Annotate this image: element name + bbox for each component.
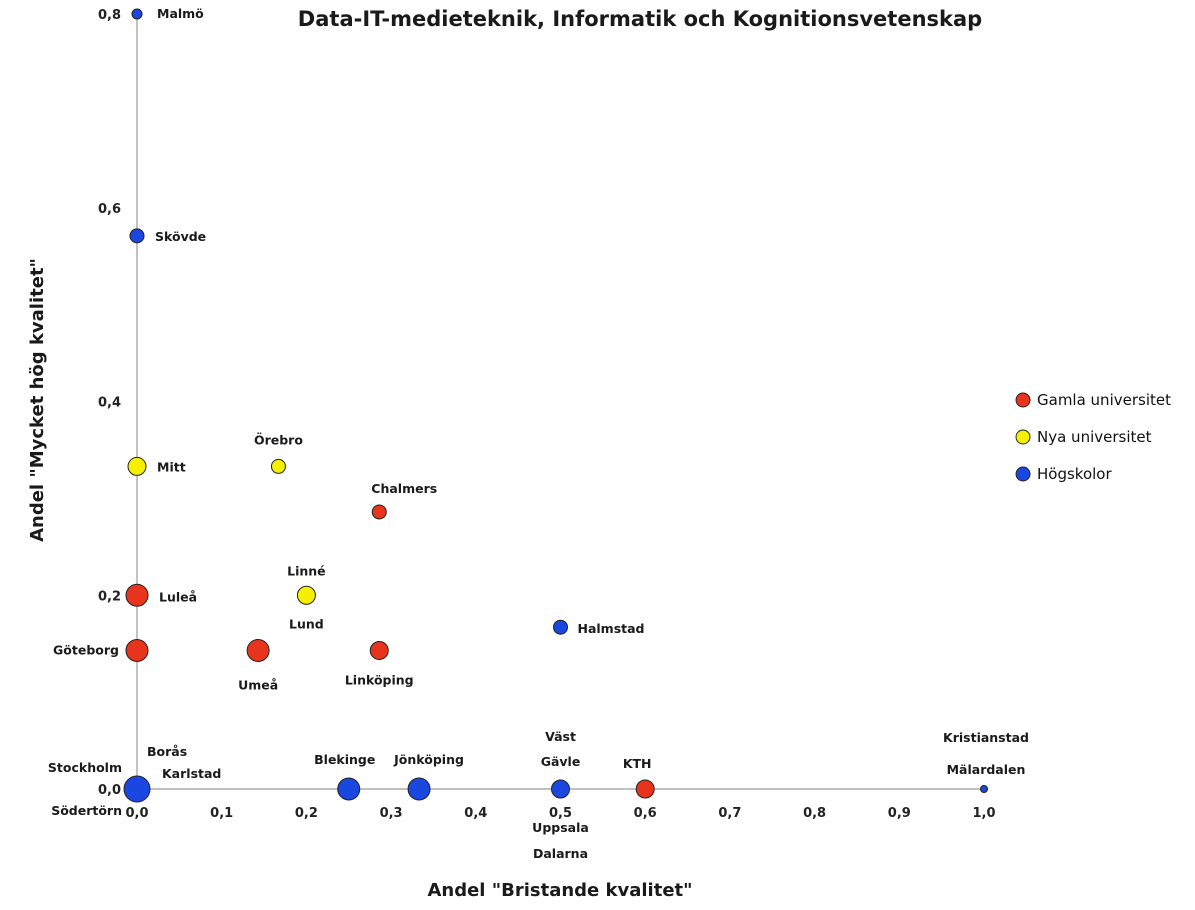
point-label: Lund	[289, 616, 324, 631]
point-label: Blekinge	[314, 752, 375, 767]
point-label: Mitt	[157, 459, 186, 474]
point-label: Linköping	[345, 672, 414, 687]
x-tick-label: 1,0	[972, 806, 995, 821]
point-label: Jönköping	[393, 752, 464, 767]
data-point	[370, 641, 388, 659]
point-label: Karlstad	[162, 766, 221, 781]
point-label: Luleå	[159, 589, 197, 604]
legend-marker	[1016, 430, 1030, 444]
x-tick-label: 0,8	[803, 806, 826, 821]
point-label: Gävle	[541, 754, 581, 769]
data-point	[271, 459, 285, 473]
x-axis-title: Andel "Bristande kvalitet"	[427, 880, 692, 901]
legend-label: Gamla universitet	[1037, 391, 1171, 409]
x-tick-label: 0,2	[295, 806, 318, 821]
point-label: Halmstad	[578, 621, 645, 636]
data-point	[247, 639, 269, 661]
point-label: Kristianstad	[943, 730, 1029, 745]
point-label: Södertörn	[51, 803, 122, 818]
data-point	[408, 778, 430, 800]
data-point	[552, 780, 570, 798]
point-label: Malmö	[157, 6, 204, 21]
x-tick-label: 0,1	[210, 806, 233, 821]
legend-label: Nya universitet	[1037, 428, 1152, 446]
y-tick-label: 0,8	[98, 8, 121, 23]
y-axis-ticks: 0,0 0,2 0,4 0,6 0,8	[98, 8, 121, 798]
data-point	[636, 780, 654, 798]
x-tick-label: 0,0	[125, 806, 148, 821]
point-labels: Malmö Skövde Mitt Örebro Chalmers Luleå Linné L…	[48, 6, 1029, 861]
x-tick-label: 0,6	[634, 806, 657, 821]
point-label: Chalmers	[371, 481, 437, 496]
data-point	[130, 229, 144, 243]
data-point	[124, 776, 150, 802]
point-label: Umeå	[238, 677, 278, 692]
data-point	[132, 9, 142, 19]
y-tick-label: 0,0	[98, 783, 121, 798]
data-point	[338, 778, 360, 800]
data-point	[981, 786, 988, 793]
point-label: Borås	[147, 744, 187, 759]
point-label: Väst	[545, 729, 576, 744]
chart-title: Data-IT-medieteknik, Informatik och Kogn…	[298, 7, 982, 31]
y-tick-label: 0,2	[98, 589, 121, 604]
point-label: Göteborg	[53, 642, 119, 657]
point-label: Mälardalen	[947, 762, 1026, 777]
data-point	[297, 586, 315, 604]
legend-marker	[1016, 467, 1030, 481]
data-point	[372, 505, 386, 519]
x-tick-label: 0,9	[888, 806, 911, 821]
y-axis-title: Andel "Mycket hög kvalitet"	[27, 258, 48, 542]
point-label: Stockholm	[48, 760, 122, 775]
y-tick-label: 0,4	[98, 396, 121, 411]
point-label: Dalarna	[533, 846, 588, 861]
x-axis-ticks: 0,0 0,1 0,2 0,3 0,4 0,5 0,6 0,7 0,8 0,9 1,0	[125, 806, 995, 821]
data-point	[128, 457, 146, 475]
legend-marker	[1016, 393, 1030, 407]
data-point	[554, 620, 568, 634]
legend: Gamla universitet Nya universitet Högskolo…	[1016, 391, 1171, 483]
y-tick-label: 0,6	[98, 202, 121, 217]
point-label: Skövde	[155, 229, 206, 244]
x-tick-label: 0,3	[380, 806, 403, 821]
data-point	[126, 584, 148, 606]
data-point	[126, 639, 148, 661]
point-label: Linné	[287, 563, 326, 578]
x-tick-label: 0,4	[464, 806, 487, 821]
legend-label: Högskolor	[1037, 465, 1112, 483]
point-label: Örebro	[254, 432, 303, 447]
point-label: Uppsala	[532, 820, 589, 835]
x-tick-label: 0,7	[718, 806, 741, 821]
point-label: KTH	[623, 756, 652, 771]
x-tick-label: 0,5	[549, 806, 572, 821]
